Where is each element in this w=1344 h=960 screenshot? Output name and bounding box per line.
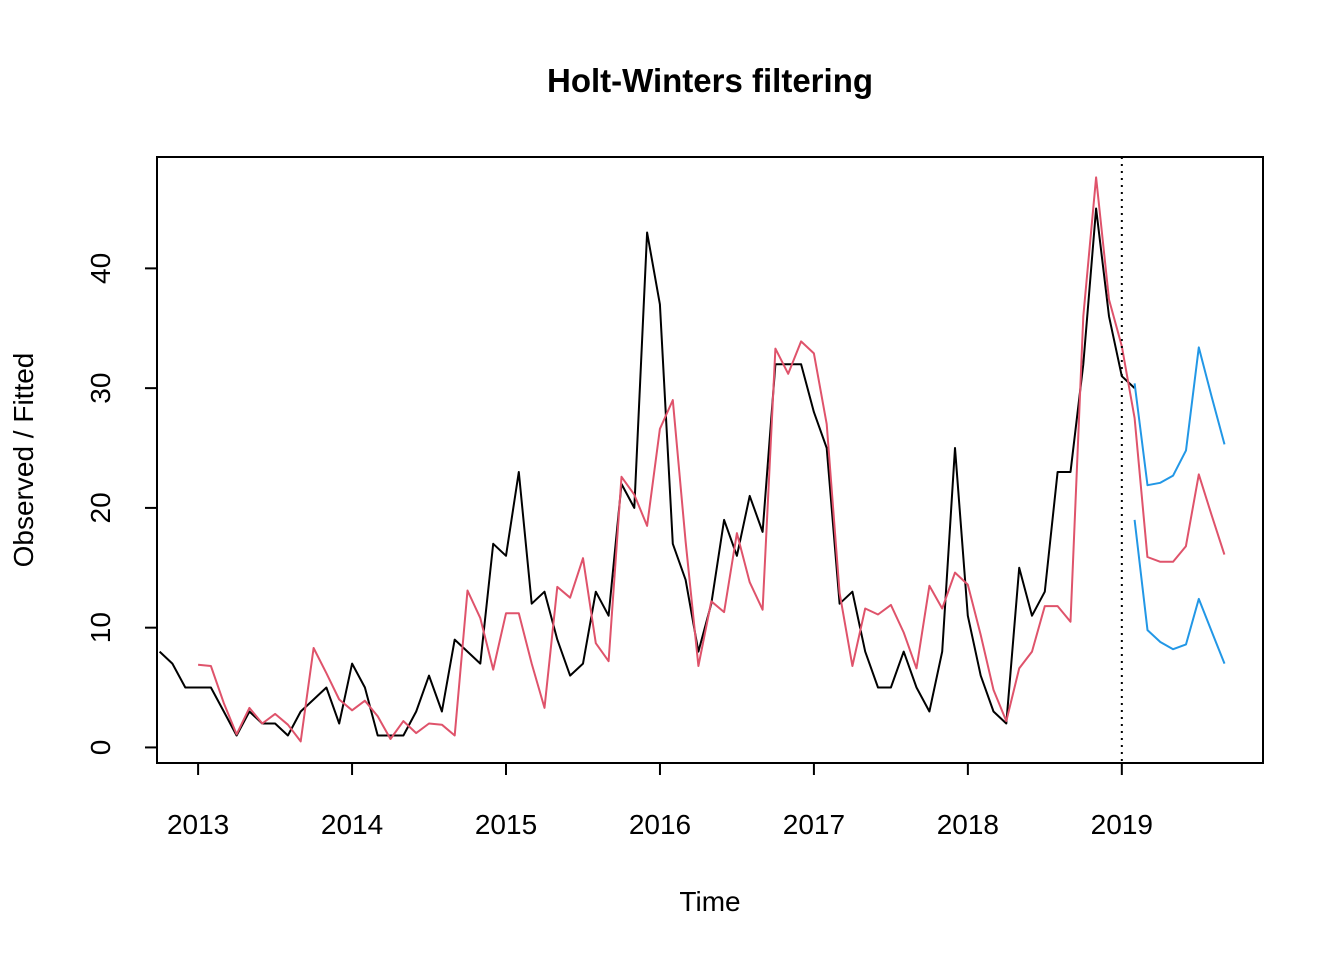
y-tick-label: 0 bbox=[85, 740, 116, 756]
y-tick-label: 10 bbox=[85, 612, 116, 643]
series-layer bbox=[158, 176, 1226, 743]
observed-series-line bbox=[158, 207, 1136, 737]
y-tick-label: 20 bbox=[85, 492, 116, 523]
x-axis: 2013 2014 2015 2016 2017 2018 2019 bbox=[167, 762, 1153, 840]
plot-frame bbox=[156, 156, 1264, 764]
x-axis-label: Time bbox=[679, 886, 740, 917]
y-tick-label: 40 bbox=[85, 253, 116, 284]
lower-bound-line bbox=[1133, 519, 1226, 664]
x-tick-label: 2015 bbox=[475, 809, 537, 840]
x-tick-label: 2014 bbox=[321, 809, 383, 840]
chart-title: Holt-Winters filtering bbox=[547, 62, 873, 99]
x-tick-label: 2013 bbox=[167, 809, 229, 840]
x-tick-label: 2016 bbox=[629, 809, 691, 840]
upper-bound-line bbox=[1133, 346, 1226, 487]
y-tick-label: 30 bbox=[85, 373, 116, 404]
x-tick-label: 2019 bbox=[1091, 809, 1153, 840]
y-axis-label: Observed / Fitted bbox=[8, 353, 39, 568]
fitted-series-line bbox=[198, 176, 1226, 743]
x-tick-label: 2017 bbox=[783, 809, 845, 840]
x-tick-label: 2018 bbox=[937, 809, 999, 840]
y-axis: 0 10 20 30 40 bbox=[85, 253, 158, 756]
